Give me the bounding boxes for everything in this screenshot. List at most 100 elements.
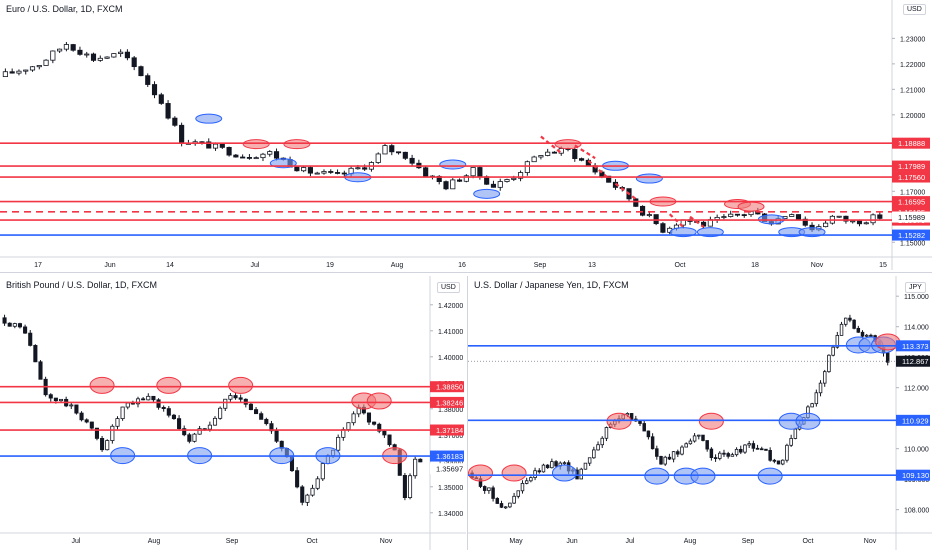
candle (572, 148, 578, 159)
pane-separator[interactable] (0, 272, 932, 273)
eurusd-unit-badge[interactable]: USD (903, 4, 926, 15)
current-price-label-bg (892, 211, 930, 223)
candle (233, 154, 239, 158)
support-ellipse (757, 467, 783, 485)
candle (207, 424, 212, 430)
candle (823, 222, 829, 228)
candle (7, 322, 12, 327)
candle (228, 395, 233, 400)
time-tick-label: Oct (803, 538, 814, 545)
candle (646, 430, 651, 438)
candle (372, 421, 377, 425)
gbpusd-chart[interactable]: 1.420001.410001.400001.390001.380001.370… (0, 276, 466, 550)
level-price-label-bg (430, 381, 464, 393)
candle (860, 331, 865, 337)
resistance-ellipse (89, 376, 115, 394)
price-tick-label: 1.36000 (438, 459, 463, 466)
candle (743, 444, 747, 453)
candle (856, 220, 863, 225)
candle (625, 413, 630, 416)
candle (511, 177, 517, 180)
level-price-label: 1.37184 (436, 426, 463, 435)
candle (504, 179, 510, 182)
price-tick-label: 1.41000 (438, 329, 463, 336)
candle (477, 167, 483, 178)
candle (218, 407, 223, 419)
candle (728, 213, 734, 217)
candle (402, 475, 407, 499)
candle (701, 434, 705, 441)
time-tick-label: Nov (864, 538, 877, 545)
candle (482, 486, 487, 491)
candle (36, 65, 42, 68)
candle (295, 470, 300, 488)
candle (709, 448, 714, 458)
candle (822, 371, 827, 384)
support-ellipse (439, 159, 467, 170)
eurusd-plot[interactable]: 1.230001.220001.210001.200001.190001.180… (0, 0, 932, 270)
usdjpy-unit-badge[interactable]: JPY (905, 282, 926, 293)
candle (84, 419, 89, 423)
candle (413, 458, 418, 477)
candle (197, 428, 202, 435)
trend-slash (540, 135, 562, 154)
candle (587, 457, 592, 464)
level-price-label: 1.38246 (436, 398, 463, 407)
candle (260, 153, 266, 159)
candle (124, 51, 130, 59)
candle (105, 440, 110, 451)
candle (206, 141, 212, 149)
level-price-label: 110.929 (902, 416, 929, 425)
gbpusd-unit-badge[interactable]: USD (437, 282, 460, 293)
candle (499, 503, 504, 508)
candle (305, 494, 310, 503)
eurusd-chart[interactable]: 1.230001.220001.210001.200001.190001.180… (0, 0, 932, 270)
usdjpy-plot[interactable]: 115.000114.000113.000112.000111.000110.0… (468, 276, 932, 550)
candle (328, 171, 334, 173)
candle (100, 438, 105, 451)
candle (334, 172, 341, 174)
level-price-label: 1.38850 (436, 383, 463, 392)
candle (463, 175, 469, 182)
candle (721, 216, 727, 218)
candle (141, 398, 146, 401)
candle (789, 214, 795, 217)
price-tick-label: 115.000 (904, 294, 929, 301)
price-tick-label: 1.34000 (438, 511, 463, 518)
candle (79, 412, 84, 421)
candle (802, 218, 808, 226)
candle (856, 327, 861, 333)
candle (89, 421, 94, 429)
candle (90, 53, 97, 61)
candle (726, 453, 730, 457)
level-price-label-bg (892, 160, 930, 172)
candle (776, 460, 781, 465)
candle (219, 143, 225, 148)
candle (722, 452, 726, 455)
level-price-label-bg (430, 450, 464, 462)
candle (28, 332, 33, 346)
gbpusd-plot[interactable]: 1.420001.410001.400001.390001.380001.370… (0, 276, 466, 550)
candle (470, 167, 476, 177)
support-ellipse (635, 173, 663, 184)
price-tick-label: 112.000 (904, 386, 929, 393)
candle (104, 56, 110, 59)
candle (714, 216, 720, 220)
usdjpy-chart[interactable]: 115.000114.000113.000112.000111.000110.0… (468, 276, 932, 550)
candle (407, 475, 413, 499)
candle (389, 145, 395, 153)
candle (850, 220, 856, 223)
pane-separator-vertical[interactable] (467, 276, 468, 550)
trend-slash (574, 144, 596, 160)
time-tick-label: Jul (72, 538, 81, 545)
time-tick-label: 14 (166, 262, 174, 269)
candle (301, 167, 307, 172)
candle (642, 423, 646, 432)
candle (487, 487, 491, 491)
candle (579, 468, 583, 480)
candle (151, 84, 158, 96)
resistance-ellipse (737, 201, 765, 212)
price-tick-label: 1.35000 (438, 485, 463, 492)
candle (156, 399, 161, 408)
candle (110, 425, 115, 441)
